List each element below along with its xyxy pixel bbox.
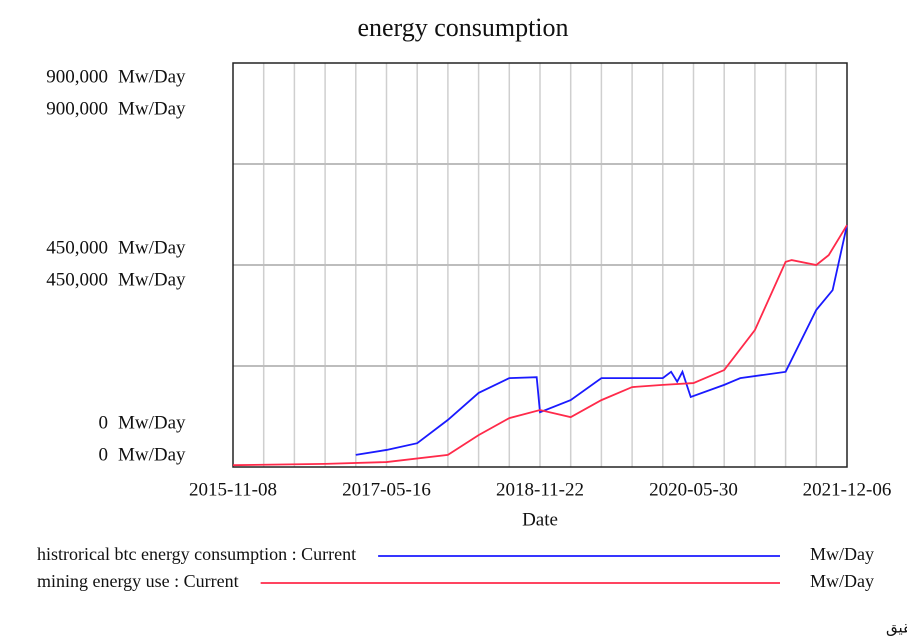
y-tick-unit: Mw/Day — [118, 412, 186, 433]
plot-frame — [232, 62, 848, 468]
x-tick-label: 2021-12-06 — [803, 479, 892, 500]
x-axis-label: Date — [522, 509, 558, 530]
legend-unit: Mw/Day — [810, 544, 874, 564]
y-tick-label: 450,000 — [46, 237, 108, 258]
y-tick-label: 900,000 — [46, 98, 108, 119]
y-tick-unit: Mw/Day — [118, 237, 186, 258]
legend-unit: Mw/Day — [810, 571, 874, 591]
y-tick-unit: Mw/Day — [118, 66, 186, 87]
y-tick-unit: Mw/Day — [118, 98, 186, 119]
x-tick-label: 2018-11-22 — [496, 479, 584, 500]
x-tick-label: 2017-05-16 — [342, 479, 431, 500]
chart-title: energy consumption — [357, 13, 568, 42]
y-tick-unit: Mw/Day — [118, 444, 186, 465]
legend-label: histrorical btc energy consumption : Cur… — [37, 544, 356, 564]
y-tick-label: 0 — [99, 444, 109, 465]
legend-label: mining energy use : Current — [37, 571, 239, 591]
series-line — [355, 224, 848, 456]
y-tick-unit: Mw/Day — [118, 269, 186, 290]
x-tick-label: 2015-11-08 — [189, 479, 277, 500]
series-line — [232, 224, 848, 467]
source-note: مأخذ: یافته‌های تحقیق — [886, 617, 907, 637]
y-tick-label: 900,000 — [46, 66, 108, 87]
y-tick-label: 0 — [99, 412, 109, 433]
x-tick-label: 2020-05-30 — [649, 479, 738, 500]
y-tick-label: 450,000 — [46, 269, 108, 290]
